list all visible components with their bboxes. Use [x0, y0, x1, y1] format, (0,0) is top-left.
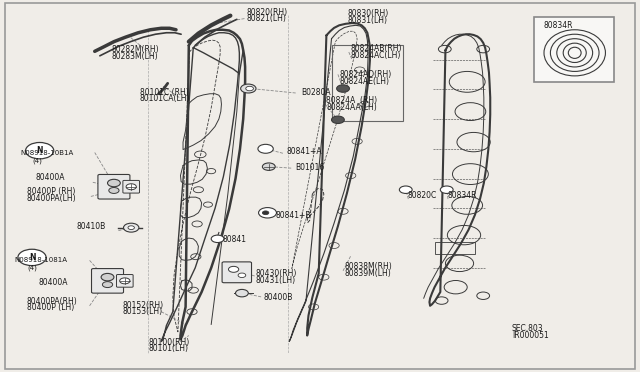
- Text: 80834R: 80834R: [543, 21, 573, 30]
- Text: 80820C: 80820C: [407, 191, 436, 200]
- Text: 80400P (RH): 80400P (RH): [27, 187, 76, 196]
- Circle shape: [228, 266, 239, 272]
- Text: 80841: 80841: [223, 235, 246, 244]
- Circle shape: [258, 144, 273, 153]
- FancyBboxPatch shape: [92, 269, 124, 293]
- Circle shape: [440, 186, 453, 193]
- Circle shape: [108, 179, 120, 187]
- Text: 80430(RH): 80430(RH): [256, 269, 298, 278]
- Text: 80283M(LH): 80283M(LH): [112, 52, 159, 61]
- Text: 80839M(LH): 80839M(LH): [344, 269, 391, 278]
- Text: 80824AC(LH): 80824AC(LH): [351, 51, 401, 60]
- FancyBboxPatch shape: [123, 180, 140, 193]
- Text: SEC.803: SEC.803: [512, 324, 543, 333]
- Text: N: N: [29, 253, 35, 262]
- FancyBboxPatch shape: [534, 17, 614, 82]
- Text: 80830(RH): 80830(RH): [348, 9, 388, 18]
- Text: 80820(RH): 80820(RH): [246, 8, 287, 17]
- Text: 80824AD(RH): 80824AD(RH): [339, 70, 392, 79]
- Circle shape: [236, 289, 248, 297]
- Circle shape: [101, 273, 114, 281]
- Text: B01016: B01016: [296, 163, 325, 172]
- Text: 80821(LH): 80821(LH): [246, 14, 286, 23]
- Text: 80400A: 80400A: [38, 278, 68, 287]
- Text: 80824A  (RH): 80824A (RH): [326, 96, 378, 105]
- Circle shape: [18, 249, 46, 266]
- Text: 80834R: 80834R: [448, 191, 477, 200]
- Text: IR000051: IR000051: [512, 331, 548, 340]
- Text: 80838M(RH): 80838M(RH): [344, 262, 392, 271]
- FancyBboxPatch shape: [222, 262, 252, 283]
- Text: 80824AE(LH): 80824AE(LH): [339, 77, 389, 86]
- Circle shape: [262, 211, 269, 215]
- Text: 80824AB(RH): 80824AB(RH): [351, 44, 402, 53]
- Text: 80101C (RH): 80101C (RH): [140, 88, 188, 97]
- Circle shape: [246, 86, 253, 91]
- Circle shape: [26, 142, 54, 159]
- Text: 80841+B: 80841+B: [275, 211, 310, 220]
- Circle shape: [238, 273, 246, 278]
- Text: B0280A: B0280A: [301, 88, 330, 97]
- Text: 80282M(RH): 80282M(RH): [112, 45, 159, 54]
- Circle shape: [241, 84, 256, 93]
- Text: 80831(LH): 80831(LH): [348, 16, 388, 25]
- Text: 80841+A: 80841+A: [287, 147, 323, 156]
- Text: 80400B: 80400B: [264, 293, 293, 302]
- Text: 80400PA(LH): 80400PA(LH): [27, 194, 77, 203]
- Text: 80100(RH): 80100(RH): [148, 338, 189, 347]
- Text: 80431(LH): 80431(LH): [256, 276, 296, 285]
- Text: 80152(RH): 80152(RH): [123, 301, 164, 310]
- Text: 80400A: 80400A: [35, 173, 65, 182]
- Circle shape: [124, 223, 139, 232]
- Text: 80101CA(LH): 80101CA(LH): [140, 94, 190, 103]
- Text: 80101(LH): 80101(LH): [148, 344, 189, 353]
- Text: 80153(LH): 80153(LH): [123, 307, 163, 316]
- Circle shape: [128, 226, 134, 230]
- Circle shape: [102, 282, 113, 288]
- Text: 80410B: 80410B: [77, 222, 106, 231]
- Text: N08918-1081A: N08918-1081A: [14, 257, 67, 263]
- Text: N08918-10B1A: N08918-10B1A: [20, 150, 74, 156]
- FancyBboxPatch shape: [116, 275, 133, 287]
- Text: (4): (4): [32, 157, 42, 164]
- Text: 80400PA(RH): 80400PA(RH): [27, 297, 77, 306]
- Circle shape: [259, 208, 276, 218]
- Circle shape: [332, 116, 344, 124]
- Circle shape: [120, 278, 130, 284]
- Circle shape: [126, 184, 136, 190]
- Circle shape: [399, 186, 412, 193]
- Circle shape: [262, 163, 275, 170]
- Bar: [435, 242, 475, 254]
- FancyBboxPatch shape: [98, 174, 130, 199]
- Circle shape: [337, 85, 349, 92]
- Text: 80824AA(LH): 80824AA(LH): [326, 103, 377, 112]
- Text: 80400P (LH): 80400P (LH): [27, 304, 74, 312]
- Text: N: N: [36, 146, 43, 155]
- Circle shape: [109, 187, 119, 193]
- Circle shape: [211, 235, 224, 243]
- Text: (4): (4): [27, 264, 36, 271]
